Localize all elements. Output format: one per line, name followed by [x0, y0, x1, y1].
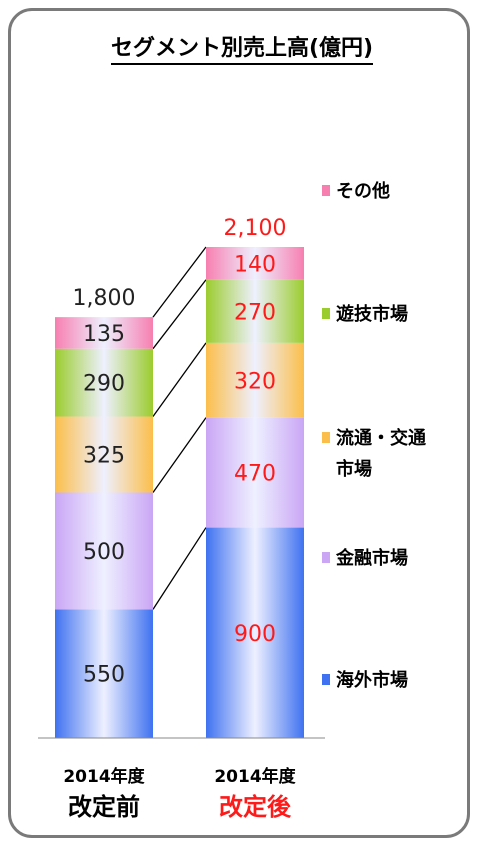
data-label: 320: [234, 369, 276, 394]
category-year-label: 2014年度: [63, 766, 145, 787]
connector-lines: [152, 246, 207, 610]
legend-swatch: [322, 674, 330, 685]
data-label: 270: [234, 300, 276, 325]
legend-label: 遊技市場: [336, 303, 408, 325]
data-label: 500: [83, 540, 125, 565]
data-label: 290: [83, 372, 125, 397]
bar-segment: [206, 342, 304, 418]
bar-segment: [206, 527, 304, 738]
bar-segment: [55, 348, 153, 417]
connector-line: [152, 527, 207, 610]
bar-segment: [206, 417, 304, 528]
data-label: 325: [83, 444, 125, 469]
bar-segment: [55, 317, 153, 349]
bar-segment: [55, 609, 153, 738]
chart-title: セグメント別売上高(億円): [0, 30, 484, 65]
bar-segment: [55, 416, 153, 493]
connector-line: [152, 342, 207, 417]
segment-labels: 550 500 325 290 135 1,800 900 470 320 270 140 2,100: [73, 216, 287, 688]
connector-line: [152, 417, 207, 493]
data-label: 470: [234, 462, 276, 487]
data-label: 135: [83, 322, 125, 347]
bar-segment: [206, 279, 304, 343]
category-year-label: 2014年度: [214, 766, 296, 787]
legend-swatch: [322, 432, 330, 443]
connector-line: [152, 246, 207, 318]
bars: [55, 247, 304, 738]
legend-swatch: [322, 552, 330, 563]
data-label: 900: [234, 622, 276, 647]
legend-swatch: [322, 308, 330, 319]
legend-label: 海外市場: [336, 669, 408, 691]
total-label: 2,100: [224, 216, 287, 241]
legend-label: その他: [336, 180, 390, 202]
bar-segment: [206, 247, 304, 280]
legend-label: 金融市場: [335, 547, 408, 569]
data-label: 550: [83, 663, 125, 688]
category-label: 改定後: [219, 793, 292, 821]
bar-segment: [55, 492, 153, 610]
legend-label: 流通・交通市場: [336, 427, 426, 480]
total-label: 1,800: [73, 286, 136, 311]
data-label: 140: [234, 252, 276, 277]
category-label: 改定前: [68, 793, 140, 821]
connector-line: [152, 279, 207, 350]
legend-swatch: [322, 185, 330, 196]
